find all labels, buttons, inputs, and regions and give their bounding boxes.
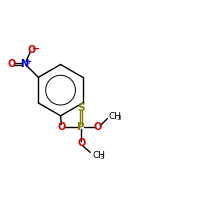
Text: CH: CH [109,112,122,121]
Text: 3: 3 [99,154,104,160]
Text: O: O [7,59,15,69]
Text: CH: CH [92,151,105,160]
Text: O: O [77,138,85,148]
Text: N: N [20,59,29,69]
Text: −: − [32,44,40,54]
Text: O: O [28,45,36,55]
Text: O: O [57,122,66,132]
Text: S: S [78,103,85,113]
Text: O: O [94,122,102,132]
Text: +: + [25,59,31,65]
Text: P: P [77,122,85,132]
Text: 3: 3 [116,115,120,121]
